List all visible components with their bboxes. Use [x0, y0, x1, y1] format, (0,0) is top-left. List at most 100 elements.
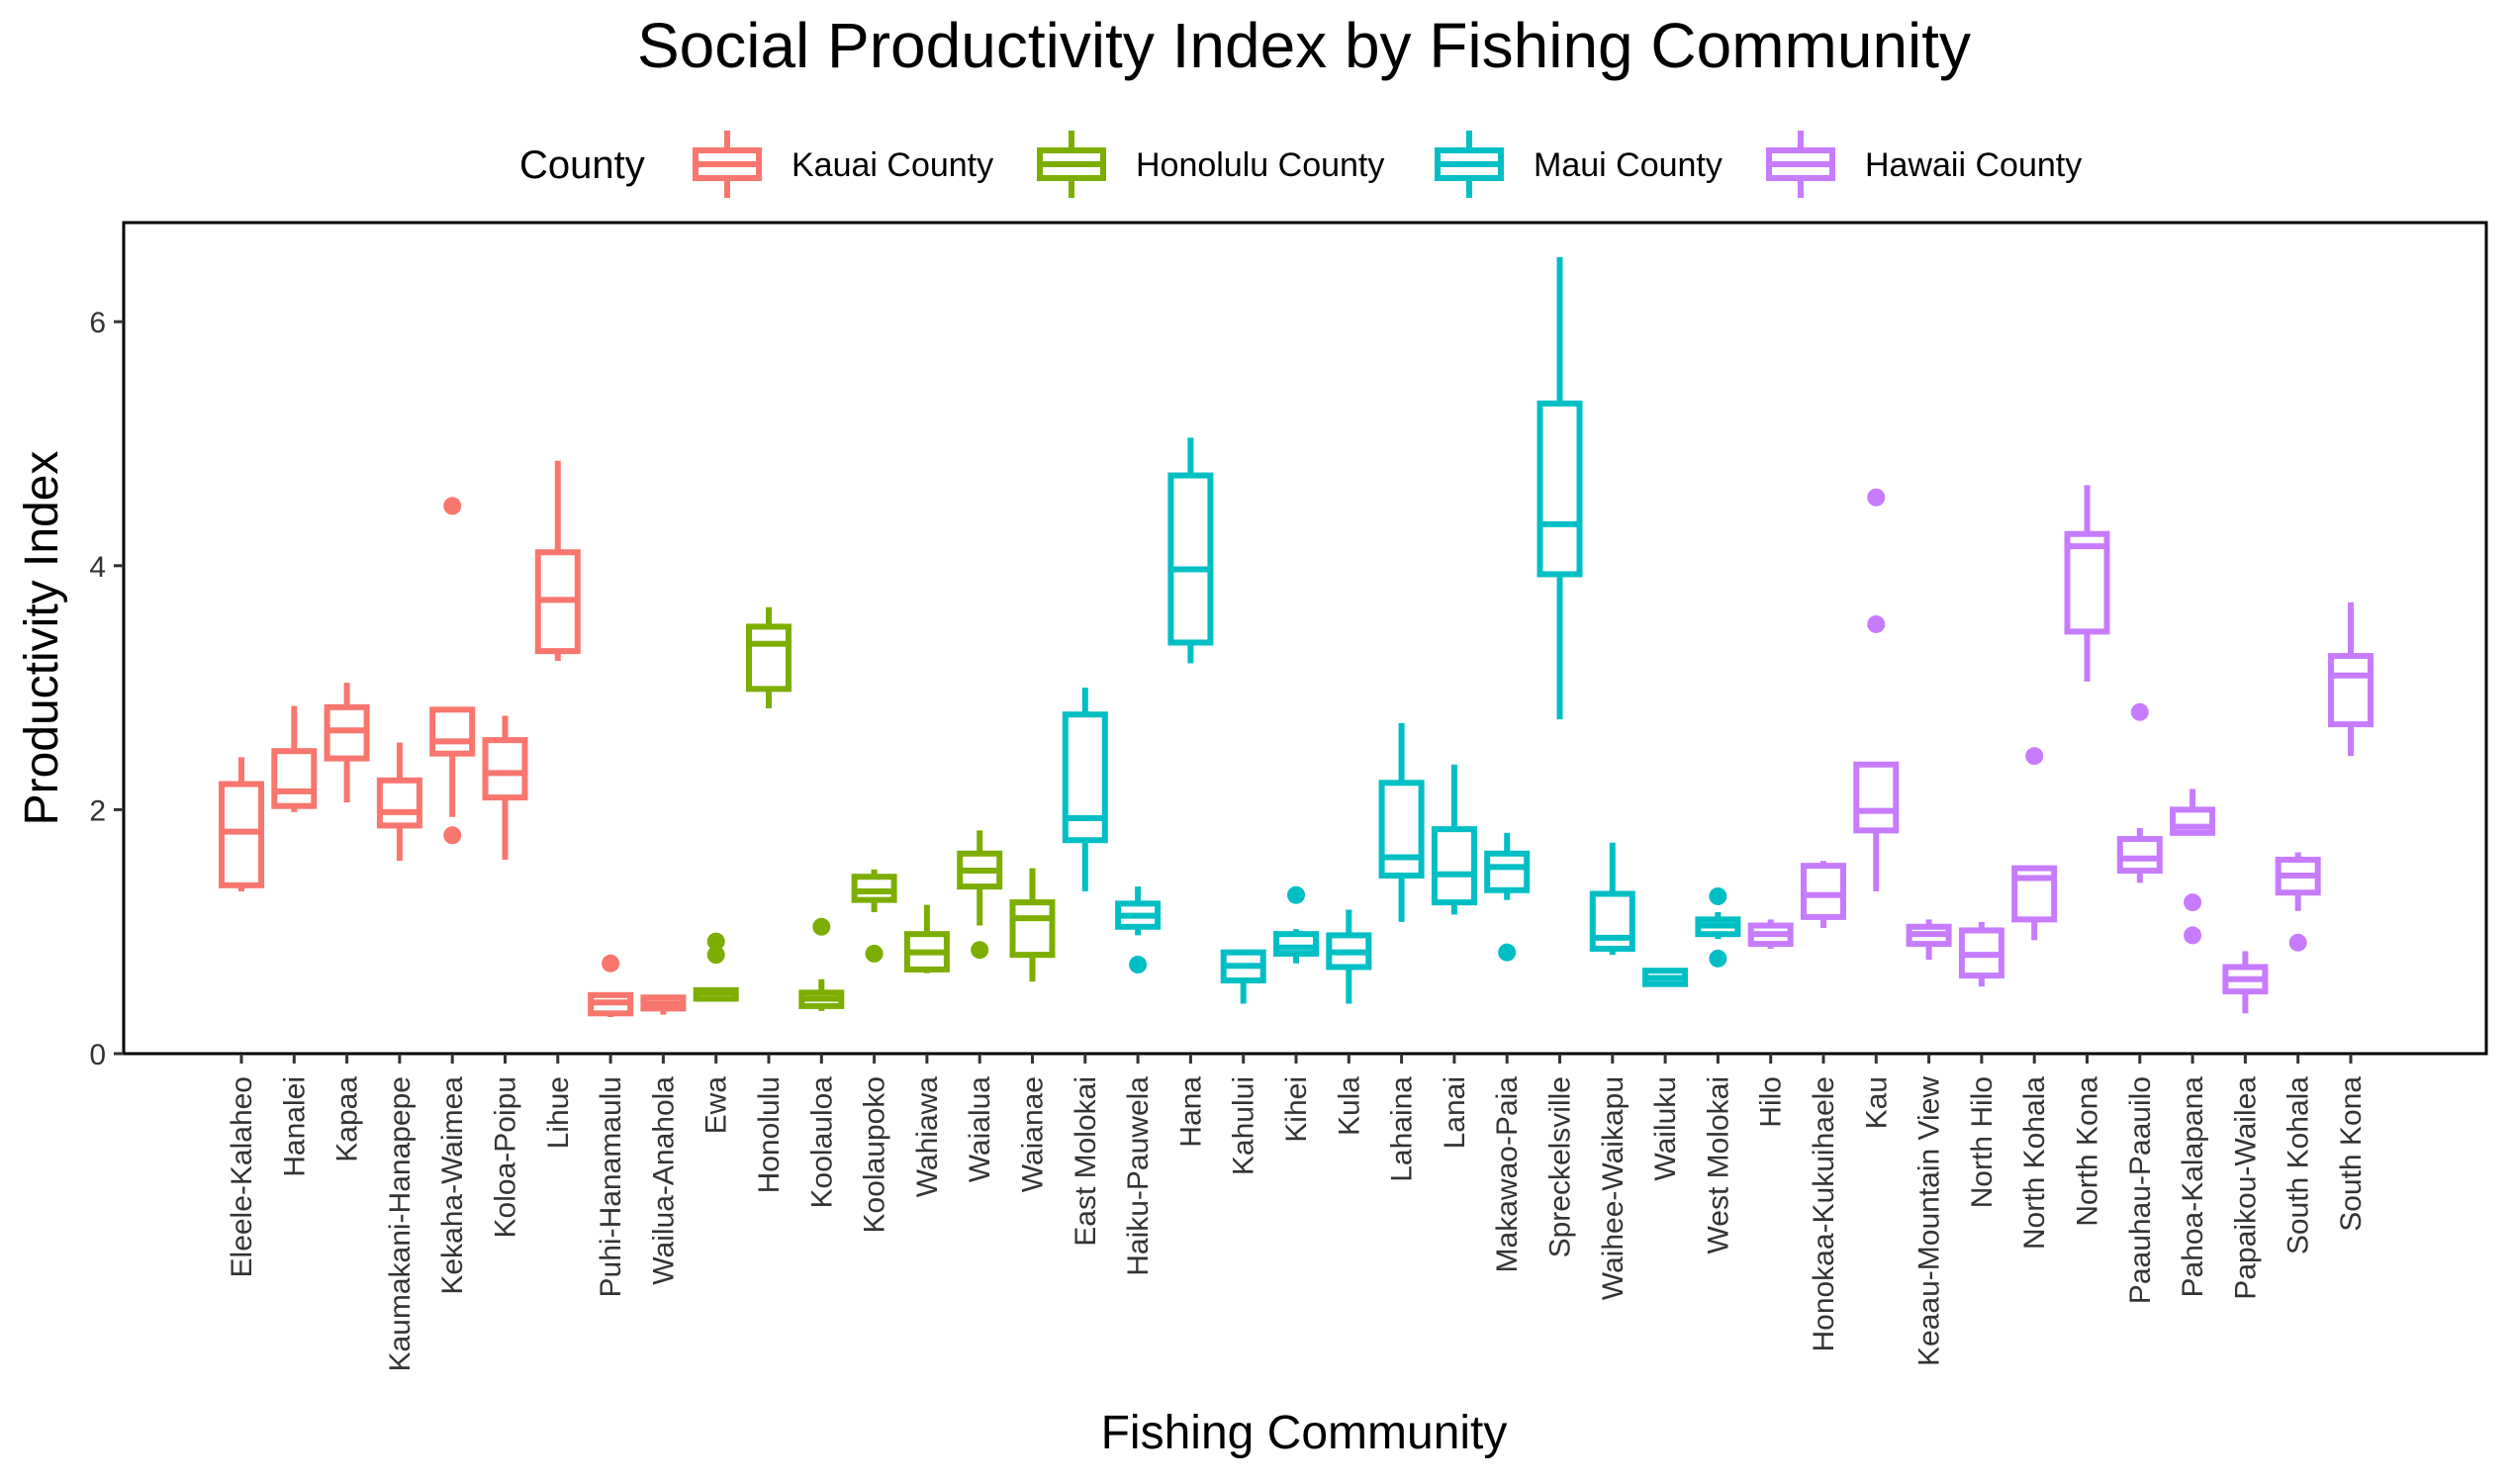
box-waialua — [957, 830, 1003, 960]
x-tick-label: Lihue — [542, 1076, 575, 1149]
box-kapaa — [324, 683, 370, 803]
legend-entry: Maui County — [1435, 131, 1723, 198]
x-tick-label: North Hilo — [1966, 1076, 1999, 1208]
box-papaikou-wailea — [2222, 951, 2269, 1014]
box-lahaina — [1378, 722, 1425, 922]
outlier-point — [706, 932, 725, 951]
x-tick-label: Koolaupoko — [859, 1076, 891, 1233]
box-body — [1536, 400, 1583, 578]
x-tick-label: Wailuku — [1649, 1076, 1682, 1181]
legend: County Kauai County Honolulu County Maui C… — [519, 131, 2082, 198]
x-tick-label: North Kona — [2072, 1076, 2104, 1227]
box-south-kona — [2328, 602, 2374, 757]
box-body — [376, 777, 422, 829]
box-waihee-waikapu — [1589, 842, 1635, 956]
box-hanalei — [271, 705, 318, 812]
x-tick-label: Kula — [1333, 1076, 1365, 1136]
x-tick-label: Hana — [1174, 1076, 1207, 1148]
legend-label: Maui County — [1534, 146, 1723, 184]
box-koloa-poipu — [482, 715, 528, 860]
x-tick-label: South Kona — [2335, 1076, 2368, 1232]
x-axis: Eleele-Kalaheo Hanalei Kapaa Kaumakani-Hana… — [226, 1054, 2368, 1372]
outlier-point — [812, 917, 831, 936]
box-body — [1801, 863, 1846, 920]
x-tick-label: Wailua-Anahola — [647, 1076, 680, 1285]
x-tick-label: Lahaina — [1386, 1076, 1419, 1182]
box-body — [1009, 899, 1056, 959]
outlier-point — [971, 941, 989, 960]
x-tick-label: Honolulu — [753, 1076, 786, 1193]
legend-entry: Hawaii County — [1766, 131, 2082, 198]
box-body — [2064, 530, 2110, 635]
outlier-point — [1709, 949, 1727, 968]
x-tick-label: Koloa-Poipu — [490, 1076, 522, 1238]
box-kula — [1326, 909, 1372, 1004]
x-tick-label: West Molokai — [1702, 1076, 1734, 1254]
box-lanai — [1431, 764, 1477, 915]
box-body — [271, 748, 318, 809]
box-north-kona — [2064, 485, 2110, 682]
outlier-point — [2184, 926, 2202, 945]
box-spreckelsville — [1536, 256, 1583, 720]
box-pahoa-kalapana — [2170, 788, 2216, 945]
legend-entry: Kauai County — [693, 131, 993, 198]
outlier-point — [1498, 943, 1517, 962]
outlier-point — [443, 826, 462, 845]
x-tick-label: Makawao-Paia — [1491, 1076, 1524, 1273]
outlier-point — [865, 944, 884, 963]
box-kekaha-waimea — [429, 497, 476, 845]
box-body — [1853, 761, 1900, 834]
x-tick-label: Waihee-Waikapu — [1597, 1076, 1629, 1300]
box-lihue — [534, 460, 581, 661]
box-ewa — [693, 932, 739, 1002]
box-waianae — [1009, 868, 1056, 982]
outlier-point — [1709, 886, 1727, 905]
outlier-point — [706, 946, 725, 965]
box-north-kohala — [2011, 747, 2058, 941]
box-body — [429, 706, 476, 757]
outlier-point — [1867, 614, 1886, 633]
box-kahului — [1220, 949, 1266, 1004]
outlier-point — [2130, 702, 2149, 721]
box-hilo — [1747, 919, 1794, 949]
legend-title: County — [519, 143, 645, 187]
x-tick-label: Ewa — [700, 1076, 733, 1135]
x-tick-label: Kekaha-Waimea — [436, 1076, 469, 1295]
outlier-point — [2184, 893, 2202, 912]
legend-label: Hawaii County — [1865, 146, 2082, 184]
x-tick-label: Papaikou-Wailea — [2229, 1076, 2262, 1300]
y-axis-title: Productivity Index — [16, 451, 68, 826]
box-body — [1431, 826, 1477, 906]
box-kaumakani-hanapepe — [376, 742, 422, 862]
outlier-point — [1129, 955, 1148, 974]
outlier-point — [2288, 933, 2307, 952]
x-tick-label: Puhi-Hanamaulu — [595, 1076, 627, 1297]
x-tick-label: Wahiawa — [911, 1076, 944, 1198]
x-tick-label: Haiku-Pauwela — [1122, 1076, 1155, 1276]
x-tick-label: South Kohala — [2282, 1076, 2315, 1254]
box-body — [2116, 835, 2163, 875]
box-wahiawa — [903, 904, 950, 974]
box-haiku-pauwela — [1115, 886, 1162, 974]
box-koolaupoko — [851, 869, 897, 963]
outlier-point — [1867, 488, 1886, 507]
x-tick-label: Keaau-Mountain View — [1913, 1076, 1946, 1366]
y-tick-label: 0 — [89, 1039, 106, 1071]
x-tick-label: North Kohala — [2018, 1076, 2051, 1250]
box-makawao-paia — [1484, 832, 1531, 962]
legend-entry: Honolulu County — [1037, 131, 1384, 198]
box-series — [219, 256, 2374, 1018]
plot-panel — [122, 221, 2488, 1056]
x-tick-label: Spreckelsville — [1544, 1076, 1577, 1257]
outlier-point — [602, 954, 620, 973]
x-tick-label: Waialua — [964, 1076, 996, 1183]
legend-label: Honolulu County — [1136, 146, 1384, 184]
x-axis-title: Fishing Community — [1101, 1407, 1508, 1459]
box-paauhau-paauilo — [2116, 702, 2163, 883]
box-east-molokai — [1062, 688, 1108, 892]
x-tick-label: East Molokai — [1070, 1076, 1102, 1247]
x-tick-label: Waianae — [1017, 1076, 1050, 1192]
x-tick-label: Lanai — [1439, 1076, 1471, 1149]
x-tick-label: Kihei — [1280, 1076, 1313, 1143]
